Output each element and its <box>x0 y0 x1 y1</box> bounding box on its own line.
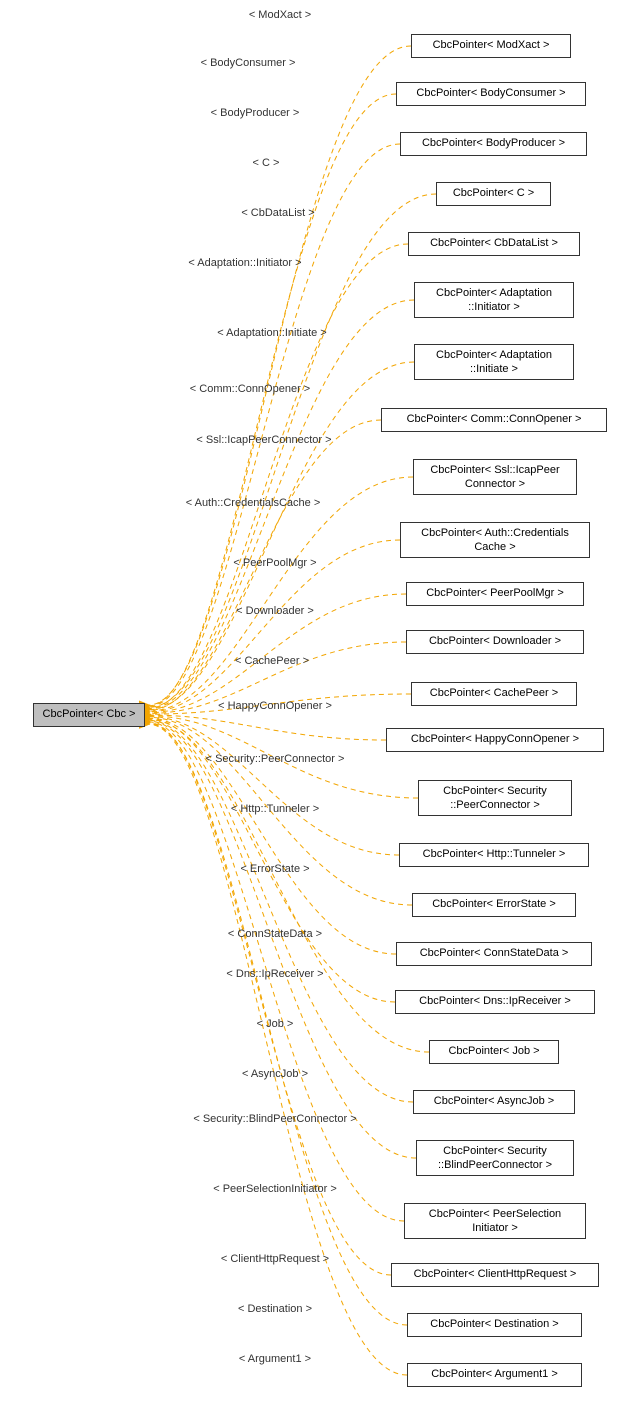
edge-label: < Job > <box>257 1018 294 1030</box>
edge-label: < Adaptation::Initiate > <box>217 327 326 339</box>
node-n12[interactable]: CbcPointer< CachePeer > <box>411 682 577 706</box>
node-label: CbcPointer< Comm::ConnOpener > <box>407 413 582 426</box>
node-label: CbcPointer< CachePeer > <box>430 687 558 700</box>
edge-label: < BodyProducer > <box>211 107 300 119</box>
edge-label: < AsyncJob > <box>242 1068 308 1080</box>
node-n0[interactable]: CbcPointer< ModXact > <box>411 34 571 58</box>
edge-label: < Comm::ConnOpener > <box>190 383 310 395</box>
node-label: CbcPointer< ClientHttpRequest > <box>414 1268 577 1281</box>
node-label: CbcPointer< Http::Tunneler > <box>423 848 566 861</box>
node-n19[interactable]: CbcPointer< Job > <box>429 1040 559 1064</box>
node-label: CbcPointer< Dns::IpReceiver > <box>419 995 571 1008</box>
edge-label: < Auth::CredentialsCache > <box>186 497 321 509</box>
node-label: CbcPointer< BodyConsumer > <box>416 87 565 100</box>
node-label: CbcPointer< AsyncJob > <box>434 1095 554 1108</box>
edge-label: < Downloader > <box>236 605 314 617</box>
edge-label: < Security::BlindPeerConnector > <box>193 1113 356 1125</box>
edge-label: < C > <box>253 157 280 169</box>
node-label: CbcPointer< Security::BlindPeerConnector… <box>438 1144 552 1173</box>
node-n25[interactable]: CbcPointer< Argument1 > <box>407 1363 582 1387</box>
node-label: CbcPointer< Ssl::IcapPeerConnector > <box>430 463 559 492</box>
node-n7[interactable]: CbcPointer< Comm::ConnOpener > <box>381 408 607 432</box>
edge <box>149 715 386 740</box>
edge-label: < Destination > <box>238 1303 312 1315</box>
edge-label: < ErrorState > <box>240 863 309 875</box>
node-n18[interactable]: CbcPointer< Dns::IpReceiver > <box>395 990 595 1014</box>
node-n8[interactable]: CbcPointer< Ssl::IcapPeerConnector > <box>413 459 577 495</box>
node-label: CbcPointer< Auth::CredentialsCache > <box>421 526 569 555</box>
root-node[interactable]: CbcPointer< Cbc > <box>33 703 145 727</box>
edge-label: < Security::PeerConnector > <box>206 753 345 765</box>
edge <box>149 194 436 707</box>
node-n11[interactable]: CbcPointer< Downloader > <box>406 630 584 654</box>
node-n2[interactable]: CbcPointer< BodyProducer > <box>400 132 587 156</box>
node-label: CbcPointer< ConnStateData > <box>420 947 569 960</box>
edge-label: < PeerPoolMgr > <box>233 557 316 569</box>
node-n20[interactable]: CbcPointer< AsyncJob > <box>413 1090 575 1114</box>
node-n3[interactable]: CbcPointer< C > <box>436 182 551 206</box>
node-label: CbcPointer< PeerPoolMgr > <box>426 587 564 600</box>
edge-label: < PeerSelectionInitiator > <box>213 1183 337 1195</box>
edge-label: < CbDataList > <box>241 207 314 219</box>
edge <box>149 724 407 1375</box>
node-n21[interactable]: CbcPointer< Security::BlindPeerConnector… <box>416 1140 574 1176</box>
edge-label: < Argument1 > <box>239 1353 311 1365</box>
node-label: CbcPointer< Downloader > <box>429 635 561 648</box>
node-label: CbcPointer< C > <box>453 187 534 200</box>
node-n10[interactable]: CbcPointer< PeerPoolMgr > <box>406 582 584 606</box>
edge-label: < ClientHttpRequest > <box>221 1253 329 1265</box>
edge-label: < BodyConsumer > <box>201 57 296 69</box>
root-node-label: CbcPointer< Cbc > <box>43 708 136 721</box>
edge-label: < Http::Tunneler > <box>231 803 319 815</box>
node-label: CbcPointer< CbDataList > <box>430 237 558 250</box>
node-label: CbcPointer< Security::PeerConnector > <box>443 784 547 813</box>
edge-label: < Adaptation::Initiator > <box>188 257 301 269</box>
node-n15[interactable]: CbcPointer< Http::Tunneler > <box>399 843 589 867</box>
node-label: CbcPointer< Adaptation::Initiate > <box>436 348 552 377</box>
node-label: CbcPointer< HappyConnOpener > <box>411 733 579 746</box>
node-n17[interactable]: CbcPointer< ConnStateData > <box>396 942 592 966</box>
node-n16[interactable]: CbcPointer< ErrorState > <box>412 893 576 917</box>
edge <box>149 720 413 1102</box>
edge <box>149 717 399 855</box>
node-label: CbcPointer< Argument1 > <box>431 1368 558 1381</box>
node-label: CbcPointer< BodyProducer > <box>422 137 565 150</box>
node-label: CbcPointer< Adaptation::Initiator > <box>436 286 552 315</box>
edge-label: < HappyConnOpener > <box>218 700 332 712</box>
node-label: CbcPointer< Job > <box>448 1045 539 1058</box>
edge <box>149 244 408 708</box>
node-n6[interactable]: CbcPointer< Adaptation::Initiate > <box>414 344 574 380</box>
edge-label: < Dns::IpReceiver > <box>226 968 323 980</box>
node-label: CbcPointer< PeerSelectionInitiator > <box>429 1207 561 1236</box>
node-label: CbcPointer< ModXact > <box>433 39 550 52</box>
node-n9[interactable]: CbcPointer< Auth::CredentialsCache > <box>400 522 590 558</box>
node-n5[interactable]: CbcPointer< Adaptation::Initiator > <box>414 282 574 318</box>
edge <box>149 144 400 707</box>
edge-label: < ConnStateData > <box>228 928 322 940</box>
node-n1[interactable]: CbcPointer< BodyConsumer > <box>396 82 586 106</box>
node-n22[interactable]: CbcPointer< PeerSelectionInitiator > <box>404 1203 586 1239</box>
edge-label: < CachePeer > <box>235 655 309 667</box>
edge-label: < ModXact > <box>249 9 311 21</box>
edge <box>149 720 429 1052</box>
node-n4[interactable]: CbcPointer< CbDataList > <box>408 232 580 256</box>
node-label: CbcPointer< ErrorState > <box>432 898 556 911</box>
edge-label: < Ssl::IcapPeerConnector > <box>196 434 331 446</box>
node-n23[interactable]: CbcPointer< ClientHttpRequest > <box>391 1263 599 1287</box>
node-label: CbcPointer< Destination > <box>430 1318 558 1331</box>
node-n13[interactable]: CbcPointer< HappyConnOpener > <box>386 728 604 752</box>
edge <box>149 477 413 711</box>
node-n24[interactable]: CbcPointer< Destination > <box>407 1313 582 1337</box>
node-n14[interactable]: CbcPointer< Security::PeerConnector > <box>418 780 572 816</box>
